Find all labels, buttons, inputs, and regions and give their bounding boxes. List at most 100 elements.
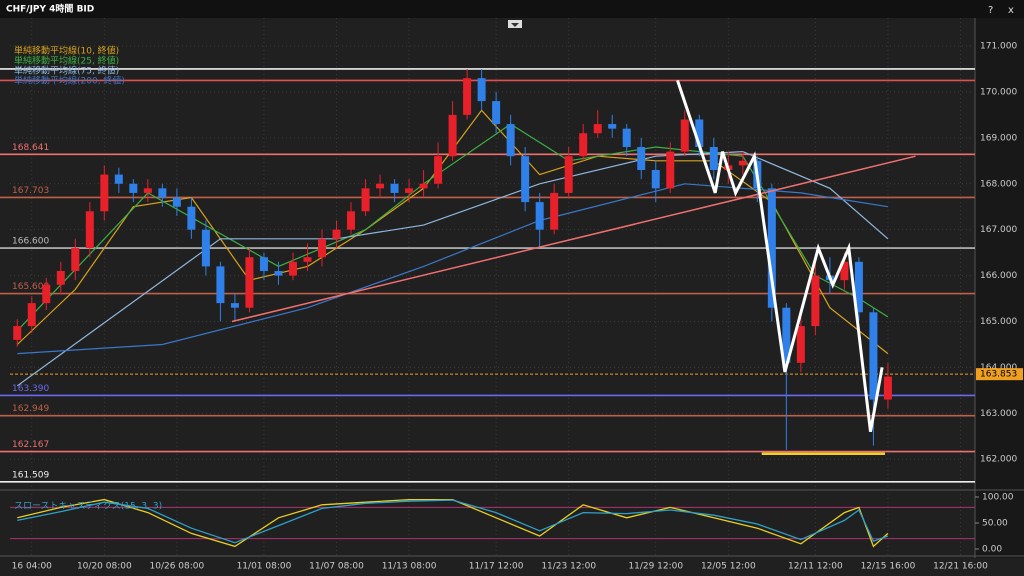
candle-body	[579, 133, 588, 157]
candle-body	[477, 78, 486, 102]
candle-body	[448, 114, 457, 157]
candle-body	[129, 183, 138, 193]
level-label: 162.167	[12, 440, 49, 450]
candle-body	[738, 160, 747, 166]
candle-body	[709, 147, 718, 170]
trendline	[231, 155, 916, 323]
last-price-box	[976, 368, 1023, 381]
level-label: 163.390	[12, 384, 49, 394]
y-tick-label: 164.000	[980, 363, 1017, 373]
candle-body	[245, 257, 254, 308]
candle-body	[201, 229, 210, 267]
candle-body	[100, 174, 109, 212]
y-tick-label: 162.000	[980, 455, 1017, 465]
x-tick-label: 10/26 08:00	[150, 562, 205, 572]
price-axis	[975, 18, 1024, 558]
candle-body	[782, 307, 791, 363]
candle-body	[651, 169, 660, 189]
candle-body	[274, 270, 283, 276]
candle-body	[506, 124, 515, 157]
x-tick-label: 11/01 08:00	[237, 562, 292, 572]
candle-body	[564, 156, 573, 193]
x-tick-label: 12/21 16:00	[933, 562, 988, 572]
candle-body	[230, 303, 239, 308]
candle-body	[622, 128, 631, 148]
candle-body	[347, 211, 356, 230]
x-tick-label: 12/05 12:00	[701, 562, 756, 572]
title-bar	[0, 0, 1024, 18]
legend-entry: 単純移動平均線(25, 終値)	[14, 55, 119, 67]
moving-average	[16, 123, 889, 332]
candle-body	[259, 257, 268, 271]
candle-body	[143, 188, 152, 193]
candle-body	[796, 326, 805, 363]
legend-entry: 単純移動平均線(10, 終値)	[14, 45, 119, 57]
y-tick-label: 171.000	[980, 42, 1017, 52]
y-tick-label: 165.000	[980, 317, 1017, 327]
candle-body	[303, 257, 312, 262]
x-tick-label: 11/23 12:00	[541, 562, 596, 572]
candle-body	[172, 197, 181, 207]
candle-body	[593, 124, 602, 134]
x-tick-label: 11/07 08:00	[309, 562, 364, 572]
x-tick-label: 11/17 12:00	[469, 562, 524, 572]
candle-body	[608, 124, 617, 129]
candle-body	[376, 183, 385, 189]
level-label: 166.600	[12, 237, 49, 247]
x-tick-label: 16 04:00	[12, 562, 53, 572]
legend-entry: 単純移動平均線(75, 終値)	[14, 65, 119, 77]
x-tick-label: 10/20 08:00	[77, 562, 132, 572]
candle-body	[114, 174, 123, 184]
candle-body	[695, 119, 704, 148]
close-button[interactable]: x	[1008, 5, 1014, 16]
stoch-line	[17, 499, 889, 544]
candle-body	[187, 206, 196, 230]
moving-average	[17, 183, 888, 355]
candle-body	[361, 188, 370, 212]
candle-body	[216, 266, 225, 304]
candle-body	[550, 192, 559, 230]
candle-body	[463, 78, 472, 115]
level-label: 168.641	[12, 143, 49, 153]
candle-body	[883, 376, 892, 400]
level-label: 167.703	[12, 186, 49, 196]
candle-body	[317, 238, 326, 258]
window-title: CHF/JPY 4時間 BID	[6, 3, 94, 15]
y-tick-label: 166.000	[980, 271, 1017, 281]
candle-body	[42, 284, 51, 304]
candle-body	[680, 119, 689, 152]
help-button[interactable]: ?	[988, 5, 993, 16]
candle-body	[419, 183, 428, 189]
legend-entry: 単純移動平均線(200, 終値)	[14, 75, 125, 87]
candle-body	[666, 151, 675, 189]
candle-body	[535, 202, 544, 230]
candle-body	[492, 101, 501, 125]
level-label: 165.608	[12, 282, 49, 292]
y-tick-label: 167.000	[980, 225, 1017, 235]
candle-body	[27, 303, 36, 327]
candle-body	[71, 248, 80, 271]
collapse-icon	[511, 23, 519, 27]
candle-body	[332, 229, 341, 239]
y-tick-label: 170.000	[980, 87, 1017, 97]
stoch-tick-label: 50.00	[982, 519, 1008, 529]
candle-body	[85, 211, 94, 249]
x-tick-label: 11/13 08:00	[382, 562, 437, 572]
candle-body	[840, 261, 849, 281]
last-price-label: 163.853	[980, 370, 1017, 380]
x-tick-label: 12/11 12:00	[788, 562, 843, 572]
candle-body	[811, 275, 820, 327]
x-tick-label: 11/29 12:00	[628, 562, 683, 572]
candle-body	[854, 261, 863, 313]
moving-average	[16, 150, 889, 387]
y-tick-label: 168.000	[980, 179, 1017, 189]
candle-body	[521, 156, 530, 203]
candle-body	[869, 312, 878, 400]
candle-body	[13, 326, 22, 340]
level-label: 162.949	[12, 404, 49, 414]
candle-body	[434, 156, 443, 184]
stoch-tick-label: 0.00	[982, 544, 1002, 554]
stoch-title: スローストキャスティクス(15, 3, 3)	[14, 501, 162, 512]
x-tick-label: 12/15 16:00	[861, 562, 916, 572]
